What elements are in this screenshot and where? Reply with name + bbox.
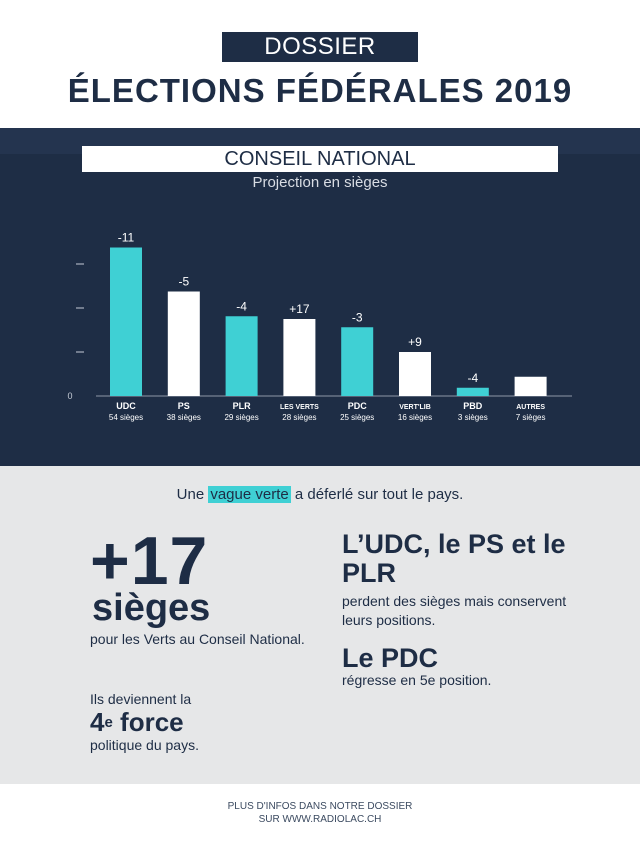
- value-label-3: 28 sièges: [282, 413, 316, 422]
- value-label-7: 7 sièges: [516, 413, 546, 422]
- verts-description: pour les Verts au Conseil National.: [90, 631, 305, 647]
- big-number: +17: [90, 523, 209, 599]
- bar-chart: 0 -11 UDC 54 sièges -5 PS 38 sièges -4 PLR 29 siè…: [67, 231, 572, 422]
- lead-highlight: vague verte: [208, 486, 291, 503]
- big-unit: sièges: [92, 587, 211, 629]
- fourth-force: 4e force: [90, 708, 184, 736]
- change-label-1: -5: [178, 275, 189, 289]
- info-section: Une vague verte a déferlé sur tout le pa…: [0, 466, 640, 784]
- chart-title: CONSEIL NATIONAL: [82, 146, 558, 172]
- category-label-2: PLR: [233, 401, 252, 411]
- category-label-1: PS: [178, 401, 190, 411]
- change-label-0: -11: [118, 231, 135, 245]
- chart-panel: CONSEIL NATIONAL Projection en sièges 0 -…: [0, 128, 640, 466]
- change-label-3: +17: [289, 302, 310, 316]
- dossier-tag: DOSSIER: [222, 32, 418, 62]
- udc-ps-plr-heading: L’UDC, le PS et le PLR: [342, 529, 566, 588]
- category-label-3: LES VERTS: [280, 404, 319, 411]
- lead-sentence: Une vague verte a déferlé sur tout le pa…: [0, 486, 640, 503]
- pdc-text: régresse en 5e position.: [342, 672, 492, 688]
- lead-before: Une: [176, 486, 209, 503]
- category-label-4: PDC: [348, 401, 368, 411]
- change-label-2: -4: [236, 299, 247, 313]
- category-label-7: AUTRES: [516, 404, 545, 411]
- pdc-heading: Le PDC: [342, 643, 439, 673]
- politique-text: politique du pays.: [90, 737, 199, 753]
- bar-pdc: [341, 327, 374, 396]
- lead-after: a déferlé sur tout le pays.: [290, 486, 464, 503]
- bar-lesverts: [283, 319, 316, 396]
- change-label-4: -3: [352, 310, 363, 324]
- y-tick-label-0: 0: [67, 391, 72, 401]
- value-label-1: 38 sièges: [167, 413, 201, 422]
- header-section: DOSSIER ÉLECTIONS FÉDÉRALES 2019: [0, 0, 640, 128]
- force-word: force: [112, 707, 184, 737]
- force-sup: e: [104, 714, 113, 731]
- bar-plr: [225, 316, 258, 396]
- verts-become-text: Ils deviennent la: [90, 691, 192, 707]
- value-label-2: 29 sièges: [224, 413, 258, 422]
- bar-pbd: [456, 387, 489, 396]
- footer-line1: PLUS D'INFOS DANS NOTRE DOSSIER: [227, 801, 413, 812]
- bar-vertlib: [399, 352, 431, 396]
- value-label-6: 3 sièges: [458, 413, 488, 422]
- chart-subtitle: Projection en sièges: [252, 174, 388, 191]
- footer: PLUS D'INFOS DANS NOTRE DOSSIER SUR WWW.…: [0, 800, 640, 826]
- udc-ps-plr-text: perdent des sièges mais conservent leurs…: [342, 593, 567, 628]
- value-label-4: 25 sièges: [340, 413, 374, 422]
- value-label-5: 16 sièges: [398, 413, 432, 422]
- bar-ps: [167, 291, 200, 396]
- category-label-0: UDC: [116, 401, 136, 411]
- category-label-6: PBD: [463, 401, 483, 411]
- bar-autres: [514, 376, 547, 396]
- force-number: 4: [90, 707, 105, 737]
- change-label-6: -4: [467, 371, 478, 385]
- footer-line2: SUR WWW.RADIOLAC.CH: [258, 814, 382, 825]
- change-label-5: +9: [408, 335, 422, 349]
- main-title: ÉLECTIONS FÉDÉRALES 2019: [67, 72, 573, 109]
- value-label-0: 54 sièges: [109, 413, 143, 422]
- bar-udc: [110, 247, 142, 396]
- category-label-5: VERT'LIB: [399, 404, 431, 411]
